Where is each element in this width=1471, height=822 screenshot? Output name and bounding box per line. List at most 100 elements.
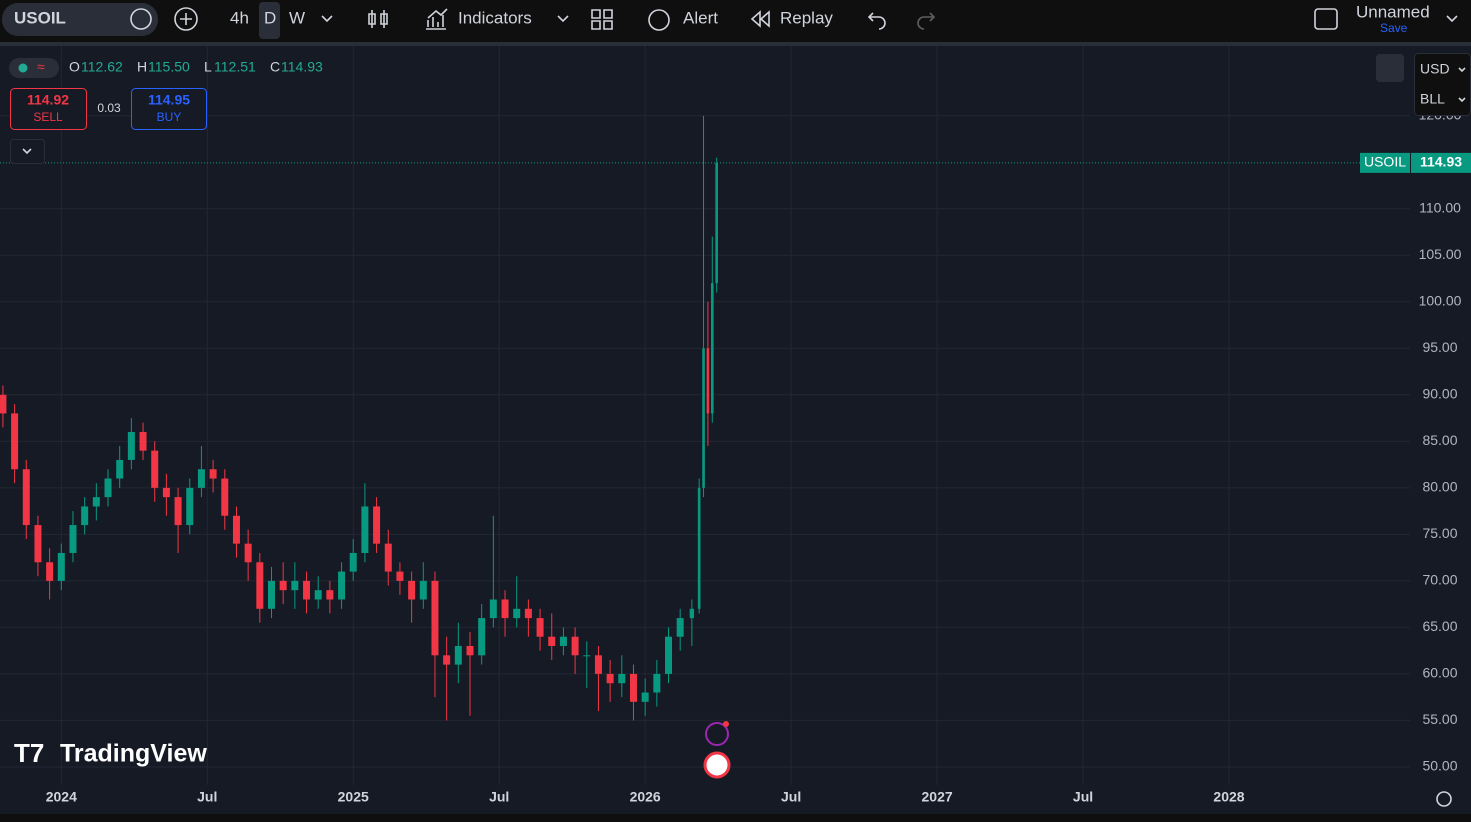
candle-body <box>373 506 381 544</box>
chart-type[interactable] <box>368 10 388 28</box>
settings[interactable] <box>1436 791 1452 807</box>
candle-body <box>697 487 701 609</box>
bottom-bar <box>0 814 1471 822</box>
unit[interactable]: BLL <box>1420 91 1445 107</box>
alert[interactable]: Alert <box>683 8 718 27</box>
candle-body <box>127 432 135 460</box>
candle-body <box>361 506 369 553</box>
templates[interactable] <box>591 9 613 30</box>
candle-body <box>501 599 509 619</box>
last-price-label: 114.93 <box>1420 154 1462 170</box>
add-symbol[interactable] <box>174 7 198 31</box>
symbol-price-tag <box>1360 152 1410 173</box>
ohlc-label: C <box>270 59 280 75</box>
toolbar <box>0 0 1471 42</box>
candle-body <box>710 283 714 414</box>
event-icon[interactable] <box>705 722 729 746</box>
ohlc-value: 114.93 <box>281 59 323 75</box>
currency[interactable]: USD <box>1420 61 1450 77</box>
candle-body <box>676 618 684 637</box>
buy-price: 114.95 <box>148 92 190 108</box>
candle-body <box>384 543 392 572</box>
candle-body <box>186 487 194 526</box>
plot-area: 50.00 55.00 60.00 65.00 70.00 75.00 80.00 85.00… <box>0 45 1471 805</box>
x-tick-label: Jul <box>781 789 801 805</box>
candle-body <box>244 543 252 563</box>
x-tick-label: Jul <box>197 789 217 805</box>
candle-body <box>524 608 532 619</box>
y-tick-label: 95.00 <box>1422 339 1457 355</box>
candle-body <box>69 525 77 553</box>
candle-body <box>232 515 240 544</box>
candle-body <box>303 580 311 600</box>
candle-body <box>197 469 205 488</box>
candle-body <box>279 580 287 591</box>
candle-body <box>606 673 614 684</box>
plus <box>180 13 192 25</box>
dropdown[interactable] <box>557 15 569 23</box>
layout-icon[interactable] <box>1314 8 1338 30</box>
sell-button[interactable] <box>10 88 87 130</box>
ohlc-value: 115.50 <box>148 59 190 75</box>
candle-body <box>513 608 521 619</box>
symbol-icon <box>130 8 152 30</box>
sell-label: SELL <box>33 110 63 124</box>
save[interactable]: Save <box>1380 21 1408 35</box>
candle-body <box>583 655 591 657</box>
candle-body <box>536 618 544 637</box>
status-icon: ≈ <box>37 59 45 75</box>
indicators[interactable]: Indicators <box>458 8 532 27</box>
candle-body <box>454 646 462 665</box>
candle-body <box>46 562 54 581</box>
candle-body <box>396 571 404 581</box>
ohlc-label: O <box>69 59 80 75</box>
candle-body <box>466 646 474 656</box>
interval[interactable]: 4h <box>230 8 249 27</box>
event-dot <box>723 721 729 727</box>
layout-name[interactable]: Unnamed <box>1356 2 1430 21</box>
candle-body <box>702 348 705 488</box>
candle-body <box>618 673 626 684</box>
undo[interactable] <box>867 12 886 30</box>
candle-body <box>478 618 486 656</box>
x-tick-label: Jul <box>1073 789 1093 805</box>
scale-button[interactable] <box>1376 54 1404 82</box>
x-tick-label: Jul <box>489 789 509 805</box>
symbol-search[interactable] <box>2 3 158 36</box>
redo[interactable] <box>917 12 936 30</box>
y-tick-label: 75.00 <box>1422 525 1457 541</box>
candle-body <box>162 487 170 498</box>
status-dot <box>18 63 28 73</box>
candle-body <box>349 552 357 572</box>
event-icon[interactable] <box>703 751 731 779</box>
ohlc-value: 112.62 <box>81 59 123 75</box>
replay[interactable]: Replay <box>780 8 833 27</box>
candle-body <box>594 655 602 674</box>
candle-body <box>0 394 7 414</box>
interval[interactable]: D <box>264 8 276 27</box>
candle-body <box>715 162 718 284</box>
buy-button[interactable] <box>131 88 207 130</box>
dropdown[interactable] <box>321 15 333 23</box>
dropdown[interactable] <box>1446 15 1458 23</box>
sell-price: 114.92 <box>27 92 69 108</box>
dropdown[interactable] <box>1458 67 1466 103</box>
indicators-icon <box>426 8 448 30</box>
candle-body <box>559 636 567 647</box>
candle-body <box>291 580 299 591</box>
buy-label: BUY <box>157 110 182 124</box>
candle-body <box>221 478 229 516</box>
candle-body <box>689 608 695 619</box>
interval[interactable]: W <box>289 8 305 27</box>
candle-body <box>489 599 497 619</box>
toolbar-border <box>0 42 1471 46</box>
x-tick-label: 2027 <box>922 789 953 805</box>
y-tick-label: 110.00 <box>1419 199 1461 215</box>
y-tick-label: 65.00 <box>1422 618 1457 634</box>
x-tick-label: 2025 <box>338 789 369 805</box>
x-tick-label: 2028 <box>1213 789 1244 805</box>
x-tick-label: 2026 <box>630 789 661 805</box>
